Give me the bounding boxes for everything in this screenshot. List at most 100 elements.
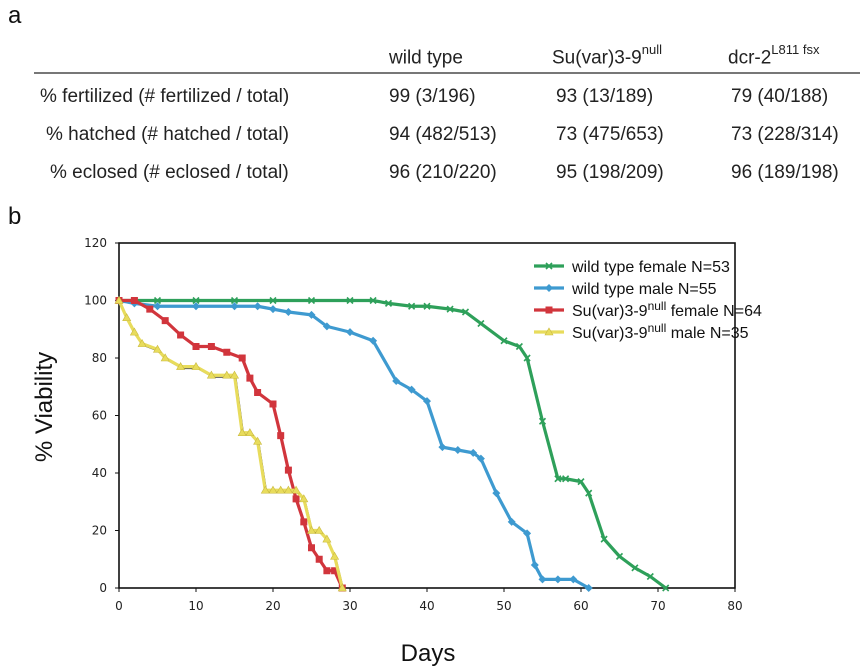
data-point [253, 302, 262, 311]
legend-marker [545, 262, 553, 270]
legend-entry-3: Su(var)3-9null male N=35 [534, 321, 749, 342]
data-point [554, 475, 562, 483]
y-tick-label: 60 [92, 409, 107, 423]
data-point [230, 296, 239, 305]
row-label-eclosed: % eclosed (# eclosed / total) [50, 162, 289, 183]
table-cell: 95 (198/209) [556, 162, 664, 183]
data-point [369, 336, 378, 345]
data-point [177, 331, 185, 339]
data-point [253, 436, 263, 445]
series-layer [114, 295, 670, 592]
data-point [237, 428, 247, 437]
legend-label: Su(var)3-9null female N=64 [572, 299, 762, 320]
x-tick-label: 70 [650, 599, 665, 613]
series-line [117, 298, 591, 590]
data-point [615, 552, 624, 560]
y-axis-title: % Viability [31, 352, 58, 462]
panel-label-b: b [8, 203, 22, 230]
data-point [260, 485, 270, 494]
table-cell: 93 (13/189) [556, 86, 654, 107]
x-tick-label: 40 [419, 599, 434, 613]
column-header-dcr2: dcr-2L811 fsx [728, 42, 819, 69]
data-point [323, 567, 331, 575]
results-table: wild type Su(var)3-9null dcr-2L811 fsx %… [0, 0, 867, 200]
data-point [230, 302, 239, 311]
data-point [254, 389, 262, 396]
y-tick-label: 80 [92, 351, 107, 365]
data-point [330, 551, 340, 560]
data-point [423, 302, 431, 310]
y-tick-label: 100 [84, 294, 107, 308]
data-point [152, 344, 163, 353]
x-tick-label: 0 [115, 599, 123, 613]
data-point [292, 495, 300, 503]
data-point [300, 518, 308, 526]
column-header-text: Su(var)3-9 [552, 47, 642, 69]
x-tick-label: 30 [342, 599, 357, 613]
legend-label: wild type male N=55 [571, 281, 717, 298]
data-point [384, 299, 393, 307]
y-tick-label: 40 [92, 466, 107, 480]
data-point [337, 583, 347, 592]
data-point [223, 348, 231, 356]
data-point [153, 296, 162, 305]
legend-entry-2: Su(var)3-9null female N=64 [534, 299, 762, 320]
data-point [307, 296, 316, 305]
data-point [438, 443, 447, 452]
data-point [176, 362, 186, 370]
data-point [507, 517, 516, 526]
data-point [283, 485, 293, 494]
data-point [662, 584, 670, 592]
x-tick-label: 10 [188, 599, 203, 613]
data-point [446, 305, 454, 313]
data-point [315, 555, 323, 563]
data-point [492, 489, 501, 498]
data-point [600, 535, 608, 543]
data-point [538, 417, 547, 425]
data-point [408, 302, 416, 310]
x-tick-label: 50 [496, 599, 511, 613]
column-header-text: dcr-2 [728, 47, 772, 69]
data-point [523, 529, 532, 538]
data-point [191, 362, 201, 370]
data-point [322, 322, 331, 331]
data-point [477, 319, 485, 328]
data-point [646, 572, 654, 581]
data-point [314, 525, 324, 534]
data-point [269, 296, 277, 305]
data-point [284, 308, 293, 316]
table-cell: 99 (3/196) [389, 86, 476, 107]
table-header-rule [34, 72, 860, 74]
data-point [277, 432, 285, 440]
legend-marker [545, 306, 553, 314]
row-label-hatched: % hatched (# hatched / total) [46, 124, 289, 145]
data-point [306, 525, 317, 534]
data-point [299, 494, 309, 503]
y-tick-label: 20 [92, 524, 107, 538]
data-point [569, 575, 578, 584]
data-point [192, 343, 200, 350]
data-point [346, 328, 354, 337]
data-point [423, 397, 431, 406]
data-point [515, 342, 523, 351]
legend-marker [544, 327, 554, 336]
data-point [369, 296, 377, 305]
data-point [322, 534, 332, 543]
y-tick-label: 0 [99, 581, 107, 595]
x-tick-label: 80 [727, 599, 742, 613]
table-cell: 73 (228/314) [731, 124, 839, 145]
column-header-wild-type: wild type [389, 44, 463, 69]
data-point [146, 305, 154, 313]
legend: wild type female N=53 wild type male N=55… [534, 259, 762, 342]
panel-label-a: a [8, 2, 22, 29]
data-point [269, 305, 277, 314]
column-header-text: wild type [389, 47, 463, 69]
x-axis-title: Days [401, 640, 456, 667]
data-point [129, 327, 139, 336]
data-point [308, 544, 315, 552]
column-header-suvar: Su(var)3-9null [552, 42, 662, 69]
data-point [206, 370, 216, 379]
table-cell: 79 (40/188) [731, 86, 829, 107]
table-cell: 96 (189/198) [731, 162, 839, 183]
data-point [307, 310, 316, 319]
